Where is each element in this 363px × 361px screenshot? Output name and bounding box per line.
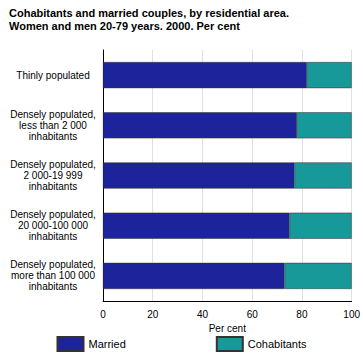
svg-text:Women and men 20-79 years. 200: Women and men 20-79 years. 2000. Per cen…	[9, 20, 240, 32]
svg-text:80: 80	[296, 309, 308, 320]
svg-text:20 000-100 000: 20 000-100 000	[18, 220, 89, 231]
svg-text:inhabitants: inhabitants	[29, 181, 77, 192]
svg-text:Densely populated,: Densely populated,	[10, 209, 96, 220]
svg-text:Densely populated,: Densely populated,	[10, 259, 96, 270]
svg-text:2 000-19 999: 2 000-19 999	[24, 170, 83, 181]
svg-text:inhabitants: inhabitants	[29, 281, 77, 292]
svg-text:Married: Married	[89, 338, 126, 350]
svg-text:0: 0	[100, 309, 106, 320]
svg-text:Cohabitants: Cohabitants	[248, 338, 307, 350]
svg-text:60: 60	[247, 309, 259, 320]
svg-text:100: 100	[343, 309, 360, 320]
svg-text:Per cent: Per cent	[209, 323, 246, 334]
svg-text:40: 40	[197, 309, 209, 320]
svg-text:Cohabitants and married couple: Cohabitants and married couples, by resi…	[9, 7, 289, 19]
svg-text:20: 20	[147, 309, 159, 320]
svg-text:inhabitants: inhabitants	[29, 231, 77, 242]
svg-text:less than 2 000: less than 2 000	[19, 120, 87, 131]
svg-text:Densely populated,: Densely populated,	[10, 159, 96, 170]
svg-text:more than 100 000: more than 100 000	[11, 270, 95, 281]
svg-text:Thinly populated: Thinly populated	[16, 70, 89, 81]
svg-text:inhabitants: inhabitants	[29, 131, 77, 142]
svg-text:Densely populated,: Densely populated,	[10, 109, 96, 120]
